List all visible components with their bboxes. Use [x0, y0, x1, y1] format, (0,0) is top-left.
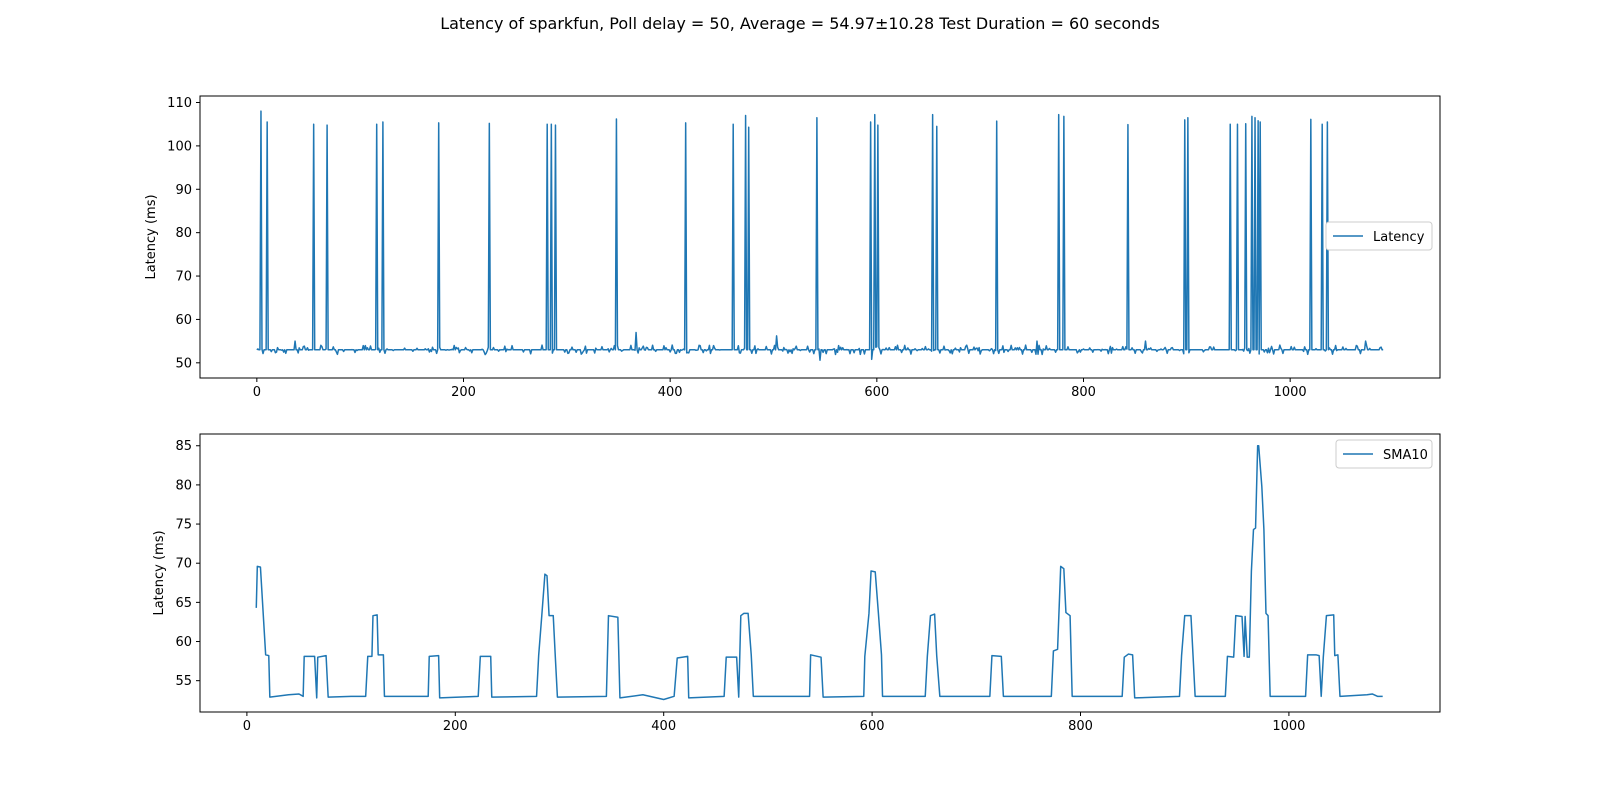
sma10-plot-frame	[199, 433, 1441, 713]
sma10-x-tick-label: 200	[443, 719, 468, 734]
sma10-x-tick-label: 800	[1068, 719, 1093, 734]
latency-legend: Latency	[1325, 221, 1433, 251]
latency-x-tick-label: 400	[658, 385, 683, 400]
sma10-yticks: 55 60 65 70 75 80 85	[175, 439, 200, 689]
latency-chart: 0 200 400 600 800 1000 50 60 70 80 90 100 110 Laten…	[144, 95, 1441, 400]
latency-x-tick-label: 800	[1071, 385, 1096, 400]
latency-legend-label: Latency	[1373, 230, 1425, 245]
figure-title: Latency of sparkfun, Poll delay = 50, Av…	[440, 14, 1160, 33]
latency-y-tick-label: 110	[167, 96, 192, 111]
latency-series-line	[256, 110, 1384, 361]
sma10-legend: SMA10	[1335, 439, 1433, 469]
latency-x-tick-label: 0	[253, 385, 261, 400]
sma10-y-tick-label: 65	[175, 596, 192, 611]
sma10-y-tick-label: 80	[175, 478, 192, 493]
sma10-x-tick-label: 600	[860, 719, 885, 734]
latency-legend-box	[1325, 221, 1433, 251]
latency-plot-frame	[199, 95, 1441, 379]
sma10-chart: 0 200 400 600 800 1000 55 60 65 70 75 80 85 Latency…	[152, 433, 1441, 734]
sma10-y-tick-label: 60	[175, 635, 192, 650]
sma10-x-tick-label: 1000	[1272, 719, 1305, 734]
sma10-series-line	[255, 445, 1383, 701]
latency-y-tick-label: 70	[175, 270, 192, 285]
latency-y-tick-label: 50	[175, 356, 192, 371]
sma10-y-tick-label: 70	[175, 557, 192, 572]
sma10-legend-label: SMA10	[1383, 448, 1428, 463]
sma10-y-tick-label: 55	[175, 674, 192, 689]
latency-y-axis-label: Latency (ms)	[144, 194, 159, 279]
sma10-x-tick-label: 0	[243, 719, 251, 734]
sma10-x-tick-label: 400	[651, 719, 676, 734]
sma10-y-axis-label: Latency (ms)	[152, 530, 167, 615]
latency-y-tick-label: 80	[175, 226, 192, 241]
sma10-y-tick-label: 75	[175, 518, 192, 533]
latency-y-tick-label: 100	[167, 139, 192, 154]
latency-xticks: 0 200 400 600 800 1000	[253, 378, 1307, 400]
latency-y-tick-label: 90	[175, 183, 192, 198]
latency-yticks: 50 60 70 80 90 100 110	[167, 96, 200, 371]
sma10-xticks: 0 200 400 600 800 1000	[243, 712, 1305, 734]
sma10-y-tick-label: 85	[175, 439, 192, 454]
sma10-legend-box	[1335, 439, 1433, 469]
latency-x-tick-label: 200	[451, 385, 476, 400]
latency-x-tick-label: 1000	[1274, 385, 1307, 400]
latency-x-tick-label: 600	[864, 385, 889, 400]
latency-y-tick-label: 60	[175, 313, 192, 328]
